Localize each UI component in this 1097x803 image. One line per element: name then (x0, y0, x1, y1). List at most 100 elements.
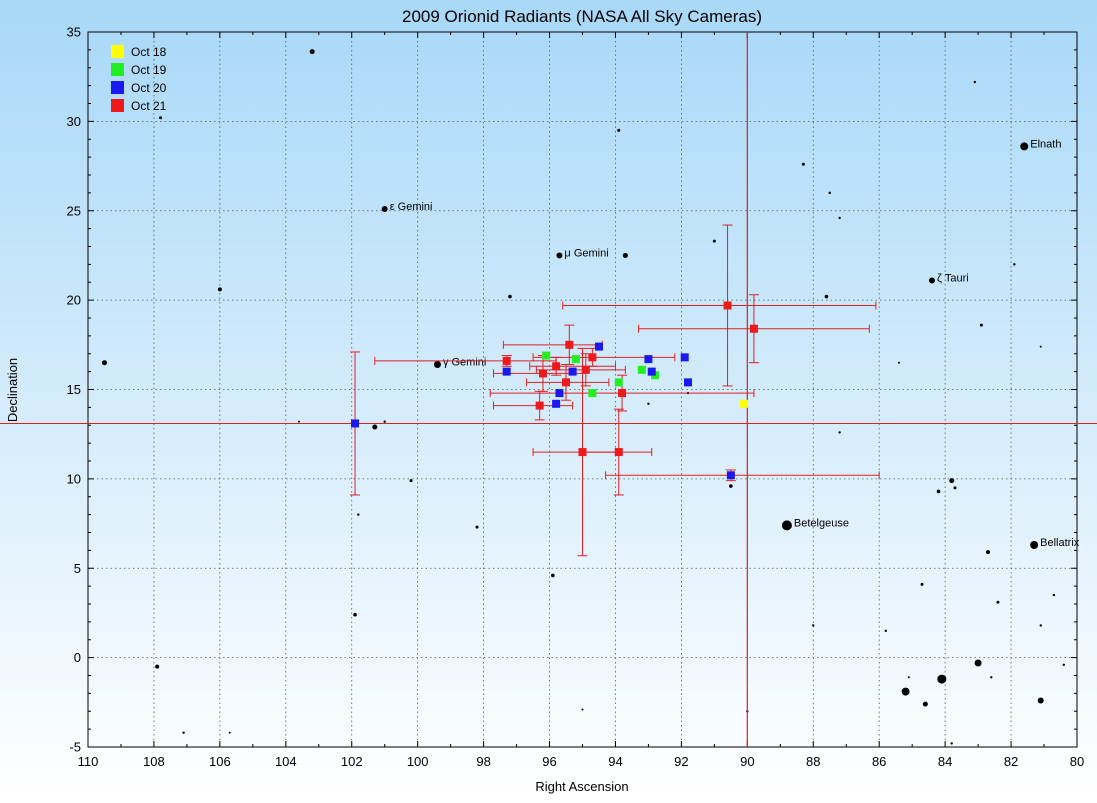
radiant-point (568, 367, 577, 376)
x-tick-label: 84 (938, 754, 952, 769)
y-tick-label: 25 (67, 203, 81, 218)
star (217, 287, 222, 292)
star (828, 191, 831, 195)
x-tick-label: 88 (806, 754, 820, 769)
star (922, 701, 928, 707)
legend-swatch (111, 45, 124, 58)
radiant-point (562, 378, 571, 387)
star (372, 424, 378, 430)
radiant-point (571, 355, 580, 364)
radiant-point (680, 353, 689, 362)
star (801, 162, 805, 166)
star (353, 612, 357, 617)
star (838, 216, 841, 220)
star (556, 252, 563, 259)
x-tick-label: 80 (1070, 754, 1084, 769)
radiant-point (594, 342, 603, 351)
radiant-point (644, 355, 653, 364)
radiant-point (614, 448, 623, 457)
star (155, 664, 160, 669)
star-label: Bellatrix (1040, 537, 1080, 549)
x-tick-label: 90 (740, 754, 754, 769)
star (1062, 663, 1066, 666)
radiant-point (502, 367, 511, 376)
y-axis-label: Declination (5, 358, 20, 422)
x-tick-label: 98 (476, 754, 490, 769)
x-axis-label: Right Ascension (535, 779, 628, 794)
star (409, 479, 413, 483)
star (647, 402, 650, 405)
chart-title: 2009 Orionid Radiants (NASA All Sky Came… (402, 7, 762, 26)
star (907, 676, 910, 679)
radiant-point (588, 389, 597, 398)
star (950, 742, 953, 745)
star (901, 687, 910, 696)
y-tick-label: 10 (67, 471, 81, 486)
star (973, 80, 977, 84)
y-tick-label: 0 (74, 650, 81, 665)
legend-label: Oct 21 (131, 99, 167, 113)
y-tick-label: 15 (67, 382, 81, 397)
legend-label: Oct 19 (131, 63, 167, 77)
grid (88, 32, 1077, 747)
y-tick-label: 30 (67, 114, 81, 129)
x-tick-label: 102 (341, 754, 363, 769)
x-tick-label: 110 (78, 754, 99, 769)
radiant-point (614, 378, 623, 387)
radiant-point (726, 471, 735, 480)
star-label: μ Gemini (564, 247, 608, 259)
y-tick-label: 35 (67, 25, 81, 40)
radiant-point (351, 419, 360, 428)
star (781, 520, 792, 531)
radiant-point (581, 365, 590, 374)
radiant-markers (351, 301, 758, 480)
radiant-point (740, 399, 749, 408)
y-tick-label: 20 (67, 293, 81, 308)
radiant-point (535, 401, 544, 410)
radiant-point (555, 389, 564, 398)
star (937, 674, 947, 684)
star (1013, 263, 1016, 266)
x-tick-label: 94 (608, 754, 622, 769)
star (1039, 345, 1042, 348)
star (622, 252, 628, 258)
x-tick-label: 92 (674, 754, 688, 769)
star (884, 629, 887, 633)
star (1037, 697, 1044, 704)
star (712, 239, 716, 243)
star (949, 478, 955, 484)
star (551, 573, 555, 578)
legend: Oct 18 Oct 19 Oct 20 Oct 21 (111, 45, 167, 113)
star (985, 550, 990, 555)
star (974, 659, 982, 667)
x-tick-label: 106 (209, 754, 231, 769)
y-tick-label: 5 (74, 561, 81, 576)
star (897, 361, 900, 364)
radiant-point (647, 367, 656, 376)
star (928, 277, 935, 284)
radiant-point (637, 365, 646, 374)
star (1030, 541, 1039, 550)
radiant-point (552, 399, 561, 408)
star-label: Betelgeuse (794, 517, 849, 529)
axes: 110 108 106 104 102 100 98 96 94 92 90 88 86 84 82 80-5… (67, 25, 1085, 770)
legend-label: Oct 18 (131, 45, 167, 59)
star (996, 600, 1000, 604)
star (1039, 624, 1042, 627)
star (433, 360, 441, 368)
x-tick-label: 86 (872, 754, 886, 769)
radiant-point (749, 324, 758, 333)
radiant-point (683, 378, 692, 387)
radiant-point (578, 448, 587, 457)
star (824, 294, 829, 299)
star (729, 484, 733, 488)
radiant-point (565, 340, 574, 349)
star (357, 513, 360, 516)
star (936, 489, 941, 494)
legend-swatch (111, 99, 124, 112)
star (581, 708, 584, 711)
x-tick-label: 96 (542, 754, 556, 769)
star (297, 420, 300, 423)
